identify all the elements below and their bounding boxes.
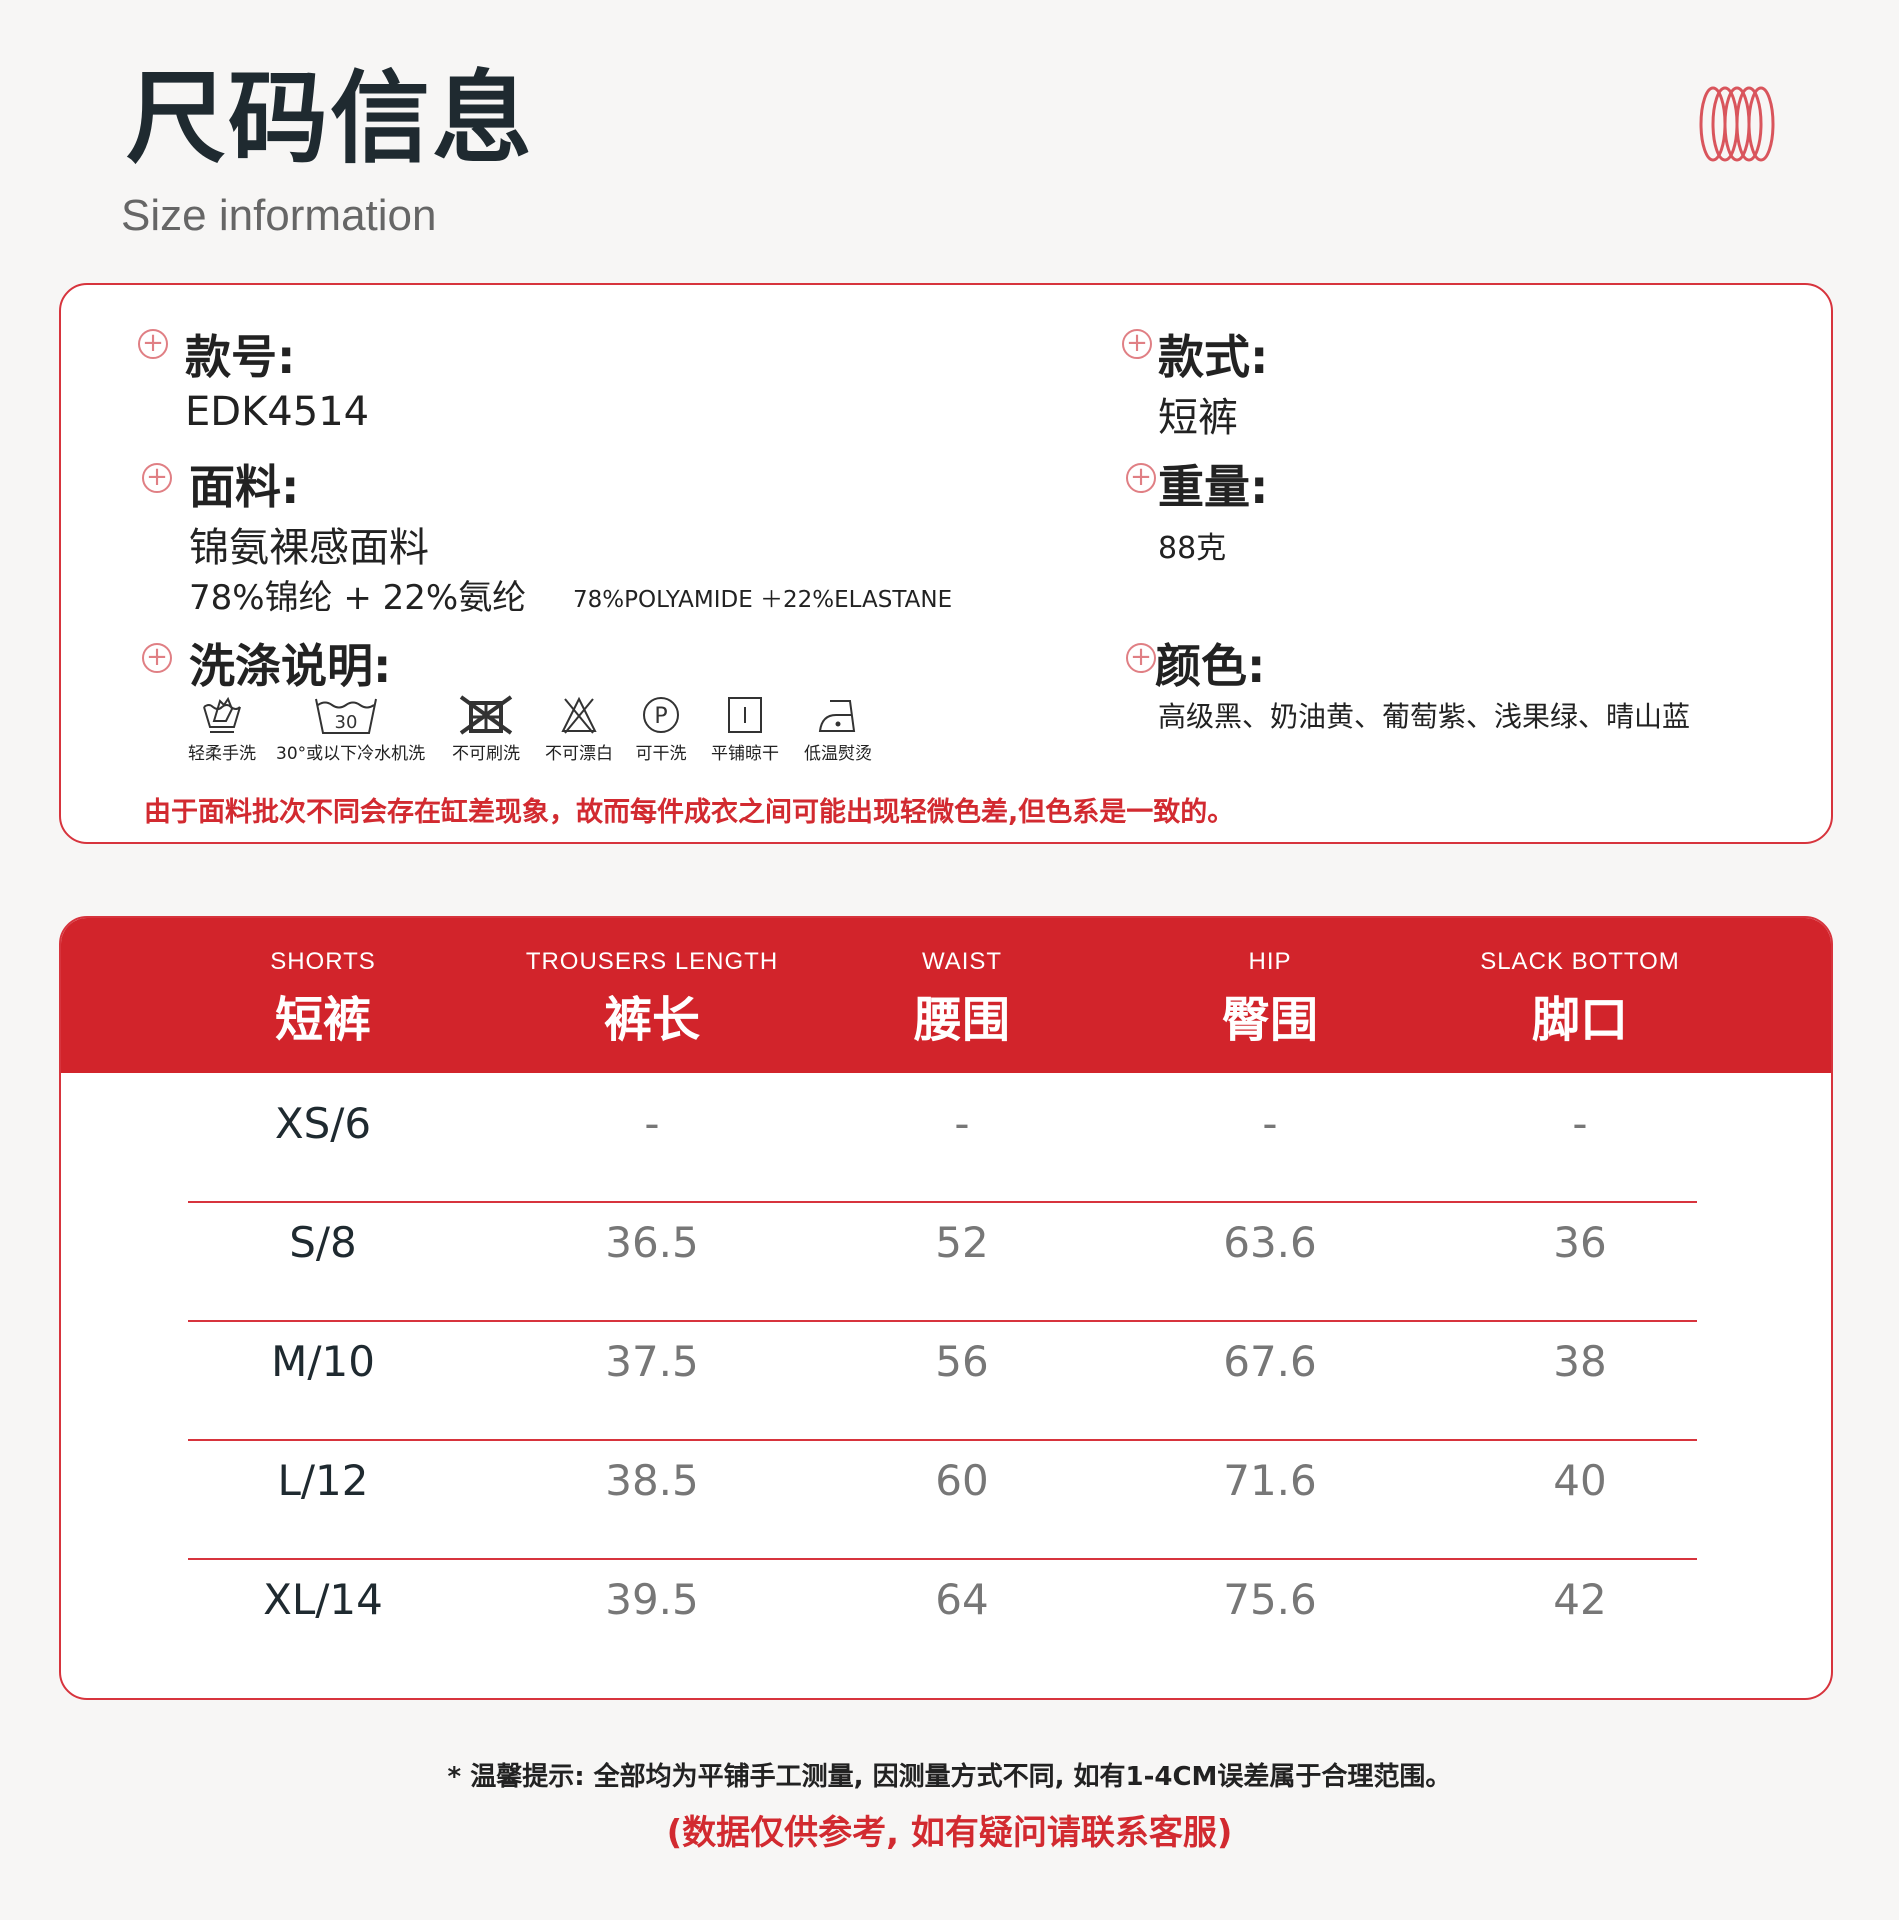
column-header-en: WAIST	[921, 948, 1003, 975]
measurement-cell: 37.5	[605, 1337, 699, 1386]
table-header: SHORTS 短裤 TROUSERS LENGTH 裤长 WAIST 腰围 HIP 臀围 SLA…	[61, 918, 1831, 1073]
column-header: WAIST 腰围	[812, 948, 1112, 1050]
plus-circle-icon: +	[142, 643, 172, 673]
dry-clean-p-icon: P	[643, 697, 679, 733]
column-header-en: SHORTS	[270, 948, 376, 975]
care-item-hand-wash: 轻柔手洗	[167, 695, 277, 764]
measurement-cell: 60	[935, 1456, 989, 1505]
measurement-cell: 36.5	[605, 1218, 699, 1267]
care-item-dry-clean: P 可干洗	[606, 695, 716, 764]
column-header-zh: 臀围	[1221, 992, 1318, 1048]
column-header-en: SLACK BOTTOM	[1480, 948, 1680, 975]
care-label: 洗涤说明:	[189, 639, 392, 693]
care-item-no-bleach: 不可漂白	[524, 695, 634, 764]
measurement-cell: 52	[935, 1218, 989, 1267]
measurement-cell: 42	[1553, 1575, 1607, 1624]
weight-value: 88克	[1158, 531, 1227, 566]
care-label-text: 30°或以下冷水机洗	[276, 744, 426, 764]
size-cell: XL/14	[263, 1575, 383, 1624]
hand-wash-icon	[203, 696, 241, 733]
column-header: SLACK BOTTOM 脚口	[1430, 948, 1730, 1050]
brand-logo-icon	[1699, 86, 1775, 162]
measurement-cell: 67.6	[1223, 1337, 1317, 1386]
color-difference-note: 由于面料批次不同会存在缸差现象，故而每件成衣之间可能出现轻微色差,但色系是一致的…	[144, 797, 1235, 828]
measurement-cell: 38.5	[605, 1456, 699, 1505]
color-options: 高级黑、奶油黄、葡萄紫、浅果绿、晴山蓝	[1158, 700, 1691, 733]
svg-text:P: P	[654, 704, 667, 729]
plus-circle-icon: +	[1122, 329, 1152, 359]
measurement-cell: 63.6	[1223, 1218, 1317, 1267]
column-header: HIP 臀围	[1120, 948, 1420, 1050]
composition-en: 78%POLYAMIDE ＋22%ELASTANE	[573, 587, 953, 613]
type-value: 短裤	[1158, 395, 1238, 441]
row-divider	[188, 1558, 1697, 1560]
measurement-cell: 36	[1553, 1218, 1607, 1267]
measurement-cell: 75.6	[1223, 1575, 1317, 1624]
style-no-value: EDK4514	[185, 389, 370, 435]
measurement-cell: 38	[1553, 1337, 1607, 1386]
size-table: SHORTS 短裤 TROUSERS LENGTH 裤长 WAIST 腰围 HIP 臀围 SLA…	[59, 916, 1833, 1700]
measurement-cell: -	[954, 1099, 970, 1148]
style-no-label: 款号:	[185, 330, 296, 384]
size-cell: S/8	[289, 1218, 357, 1267]
care-item-iron-low: 低温熨烫	[783, 695, 893, 764]
care-label-text: 低温熨烫	[804, 744, 872, 764]
measurement-cell: 56	[935, 1337, 989, 1386]
machine-wash-30-icon: 30	[315, 698, 377, 734]
column-header-zh: 腰围	[913, 992, 1010, 1048]
page-subtitle: Size information	[121, 191, 437, 240]
size-cell: XS/6	[274, 1099, 372, 1148]
composition-zh: 78%锦纶 + 22%氨纶	[189, 578, 527, 618]
care-item-machine-wash: 30 30°或以下冷水机洗	[276, 695, 426, 764]
plus-circle-icon: +	[138, 329, 168, 359]
page-title: 尺码信息	[126, 60, 534, 177]
dry-flat-icon	[728, 697, 762, 733]
product-info-card: + 款号: EDK4514 + 面料: 锦氨裸感面料 78%锦纶 + 22%氨纶…	[59, 283, 1833, 844]
care-item-dry-flat: 平铺晾干	[690, 695, 800, 764]
plus-circle-icon: +	[1126, 643, 1156, 673]
column-header-zh: 脚口	[1531, 992, 1628, 1048]
column-header-zh: 短裤	[274, 992, 371, 1048]
care-label-text: 轻柔手洗	[188, 744, 256, 764]
weight-label: 重量:	[1158, 460, 1269, 514]
size-cell: L/12	[277, 1456, 369, 1505]
measurement-cell: 40	[1553, 1456, 1607, 1505]
measurement-cell: -	[1572, 1099, 1588, 1148]
svg-text:30: 30	[335, 712, 358, 733]
row-divider	[188, 1201, 1697, 1203]
row-divider	[188, 1439, 1697, 1441]
care-item-no-brush: 不可刷洗	[431, 695, 541, 764]
plus-circle-icon: +	[1126, 463, 1156, 493]
column-header-en: HIP	[1248, 948, 1292, 975]
care-label-text: 不可刷洗	[452, 744, 520, 764]
column-header: TROUSERS LENGTH 裤长	[502, 948, 802, 1050]
no-brush-icon	[459, 695, 513, 735]
column-header: SHORTS 短裤	[173, 948, 473, 1050]
column-header-en: TROUSERS LENGTH	[525, 948, 779, 975]
care-label-text: 可干洗	[635, 744, 687, 764]
row-divider	[188, 1320, 1697, 1322]
no-bleach-icon	[561, 696, 597, 734]
type-label: 款式:	[1158, 330, 1269, 384]
color-label: 颜色:	[1155, 639, 1266, 693]
care-label-text: 平铺晾干	[711, 744, 779, 764]
measurement-cell: -	[1262, 1099, 1278, 1148]
column-header-zh: 裤长	[603, 992, 700, 1048]
measurement-tip: * 温馨提示: 全部均为平铺手工测量, 因测量方式不同, 如有1-4CM误差属于…	[447, 1762, 1452, 1792]
plus-circle-icon: +	[142, 463, 172, 493]
measurement-cell: 39.5	[605, 1575, 699, 1624]
measurement-cell: -	[644, 1099, 660, 1148]
iron-low-icon	[818, 700, 856, 732]
fabric-label: 面料:	[189, 460, 300, 514]
measurement-cell: 71.6	[1223, 1456, 1317, 1505]
size-cell: M/10	[271, 1337, 375, 1386]
fabric-value: 锦氨裸感面料	[189, 525, 429, 571]
contact-note: (数据仅供参考, 如有疑问请联系客服)	[666, 1813, 1233, 1853]
measurement-cell: 64	[935, 1575, 989, 1624]
care-label-text: 不可漂白	[545, 744, 613, 764]
